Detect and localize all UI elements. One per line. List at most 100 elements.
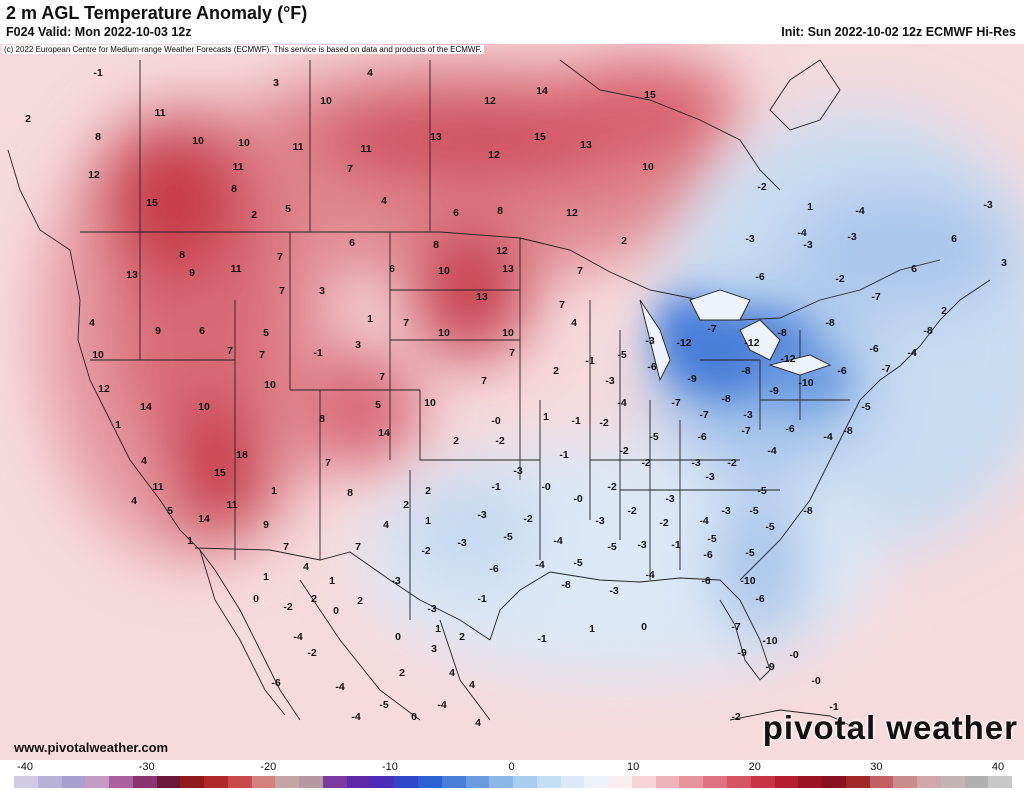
anomaly-label: 10 [198, 401, 210, 413]
anomaly-label: -6 [271, 677, 280, 689]
colorbar-swatch [370, 776, 395, 788]
colorbar-tick: 30 [870, 761, 883, 773]
anomaly-label: 5 [285, 203, 291, 215]
anomaly-label: 7 [509, 347, 515, 359]
anomaly-label: -6 [837, 365, 846, 377]
anomaly-label: -5 [745, 547, 754, 559]
anomaly-label: -3 [983, 199, 992, 211]
anomaly-label: -4 [797, 227, 806, 239]
anomaly-label: -0 [541, 481, 550, 493]
anomaly-label: 4 [475, 717, 481, 729]
anomaly-label: 7 [283, 541, 289, 553]
anomaly-label: 8 [95, 131, 101, 143]
anomaly-label: 18 [236, 449, 248, 461]
colorbar-swatch [180, 776, 205, 788]
anomaly-label: 5 [167, 505, 173, 517]
anomaly-label: -4 [907, 347, 916, 359]
colorbar-swatch [227, 776, 252, 788]
colorbar-tick: 20 [748, 761, 761, 773]
anomaly-label: -3 [665, 493, 674, 505]
anomaly-label: -3 [391, 575, 400, 587]
anomaly-label: 2 [459, 631, 465, 643]
colorbar-swatch [608, 776, 632, 788]
colorbar-swatch [964, 776, 989, 788]
anomaly-label: 2 [311, 593, 317, 605]
colorbar-swatch [441, 776, 466, 788]
anomaly-map[interactable]: -1 3 4 10 14 15 12 2 11 8 10 10 11 11 13 12 15 13 12 11 7 10 8… [0, 44, 1024, 760]
colorbar-swatch [893, 776, 918, 788]
anomaly-label: -9 [737, 647, 746, 659]
colorbar-swatch [560, 776, 585, 788]
anomaly-label: -7 [671, 397, 680, 409]
anomaly-label: -5 [573, 557, 582, 569]
anomaly-label: 4 [381, 195, 387, 207]
anomaly-label: 11 [152, 481, 163, 493]
anomaly-label: -4 [535, 559, 544, 571]
anomaly-label: -5 [757, 485, 766, 497]
anomaly-label: 0 [253, 593, 259, 605]
anomaly-label: -3 [721, 505, 730, 517]
anomaly-label: 1 [807, 201, 813, 213]
anomaly-label: 11 [292, 141, 303, 153]
anomaly-label: 9 [263, 519, 269, 531]
anomaly-label: 0 [641, 621, 647, 633]
anomaly-label: -3 [745, 233, 754, 245]
colorbar-swatch [917, 776, 941, 788]
anomaly-label: 10 [92, 349, 104, 361]
colorbar-swatch [489, 776, 514, 788]
anomaly-label: -2 [727, 457, 736, 469]
anomaly-label: 4 [131, 495, 137, 507]
anomaly-label: 0 [395, 631, 401, 643]
colorbar-swatch [750, 776, 775, 788]
anomaly-label: -6 [701, 575, 710, 587]
colorbar-swatch [299, 776, 323, 788]
anomaly-label: 1 [589, 623, 595, 635]
anomaly-label: 3 [355, 339, 361, 351]
anomaly-label: 15 [534, 131, 546, 143]
anomaly-label: 8 [433, 239, 439, 251]
anomaly-label: -5 [749, 505, 758, 517]
anomaly-label: -2 [283, 601, 292, 613]
colorbar-swatch [869, 776, 894, 788]
anomaly-label: 7 [347, 163, 353, 175]
colorbar-swatch [774, 776, 799, 788]
anomaly-label: -2 [659, 517, 668, 529]
anomaly-label: 4 [571, 317, 577, 329]
anomaly-label: 1 [435, 623, 441, 635]
anomaly-label: 7 [325, 457, 331, 469]
colorbar-swatch [726, 776, 751, 788]
anomaly-label: 1 [425, 515, 431, 527]
anomaly-label: 15 [644, 89, 656, 101]
colorbar-swatch [465, 776, 490, 788]
colorbar-swatch [109, 776, 133, 788]
anomaly-label: 3 [1001, 257, 1007, 269]
colorbar-swatch [156, 776, 181, 788]
anomaly-label: 6 [199, 325, 205, 337]
anomaly-label: 10 [264, 379, 276, 391]
colorbar-swatch [251, 776, 276, 788]
anomaly-label: -8 [741, 365, 750, 377]
anomaly-label: 11 [232, 161, 243, 173]
anomaly-label: -2 [835, 273, 844, 285]
anomaly-label: 4 [89, 317, 95, 329]
anomaly-label: -3 [645, 335, 654, 347]
anomaly-label: -4 [645, 569, 654, 581]
site-url[interactable]: www.pivotalweather.com [14, 740, 169, 755]
anomaly-label: -5 [379, 699, 388, 711]
anomaly-label: 8 [231, 183, 237, 195]
anomaly-label: -1 [477, 593, 486, 605]
colorbar-swatch [85, 776, 110, 788]
anomaly-label: 10 [424, 397, 436, 409]
anomaly-label: -4 [823, 431, 832, 443]
anomaly-label: -8 [721, 393, 730, 405]
anomaly-label: 11 [226, 499, 237, 511]
anomaly-label: -7 [707, 323, 716, 335]
anomaly-label: 4 [449, 667, 455, 679]
anomaly-label: 2 [399, 667, 405, 679]
anomaly-label: 0 [411, 711, 417, 723]
anomaly-label: 3 [319, 285, 325, 297]
anomaly-label: -3 [513, 465, 522, 477]
anomaly-label: 12 [88, 169, 100, 181]
header: 2 m AGL Temperature Anomaly (°F) F024 Va… [0, 0, 1024, 44]
anomaly-label: -9 [769, 385, 778, 397]
